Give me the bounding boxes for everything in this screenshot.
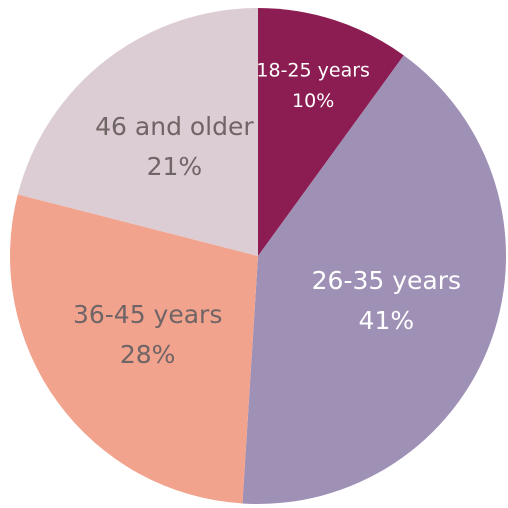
pie-slice — [17, 7, 258, 257]
slice-value-label: 28% — [120, 340, 176, 369]
pie-slice — [242, 55, 506, 505]
slice-value-label: 10% — [292, 90, 334, 112]
slice-label: 18-25 years — [256, 59, 370, 81]
pie-slice — [9, 194, 258, 504]
slice-value-label: 41% — [359, 306, 415, 335]
slice-label: 36-45 years — [73, 300, 222, 329]
pie-slice — [258, 8, 404, 256]
slice-label: 26-35 years — [312, 266, 461, 295]
slice-value-label: 21% — [147, 152, 203, 181]
slice-label: 46 and older — [95, 112, 254, 141]
